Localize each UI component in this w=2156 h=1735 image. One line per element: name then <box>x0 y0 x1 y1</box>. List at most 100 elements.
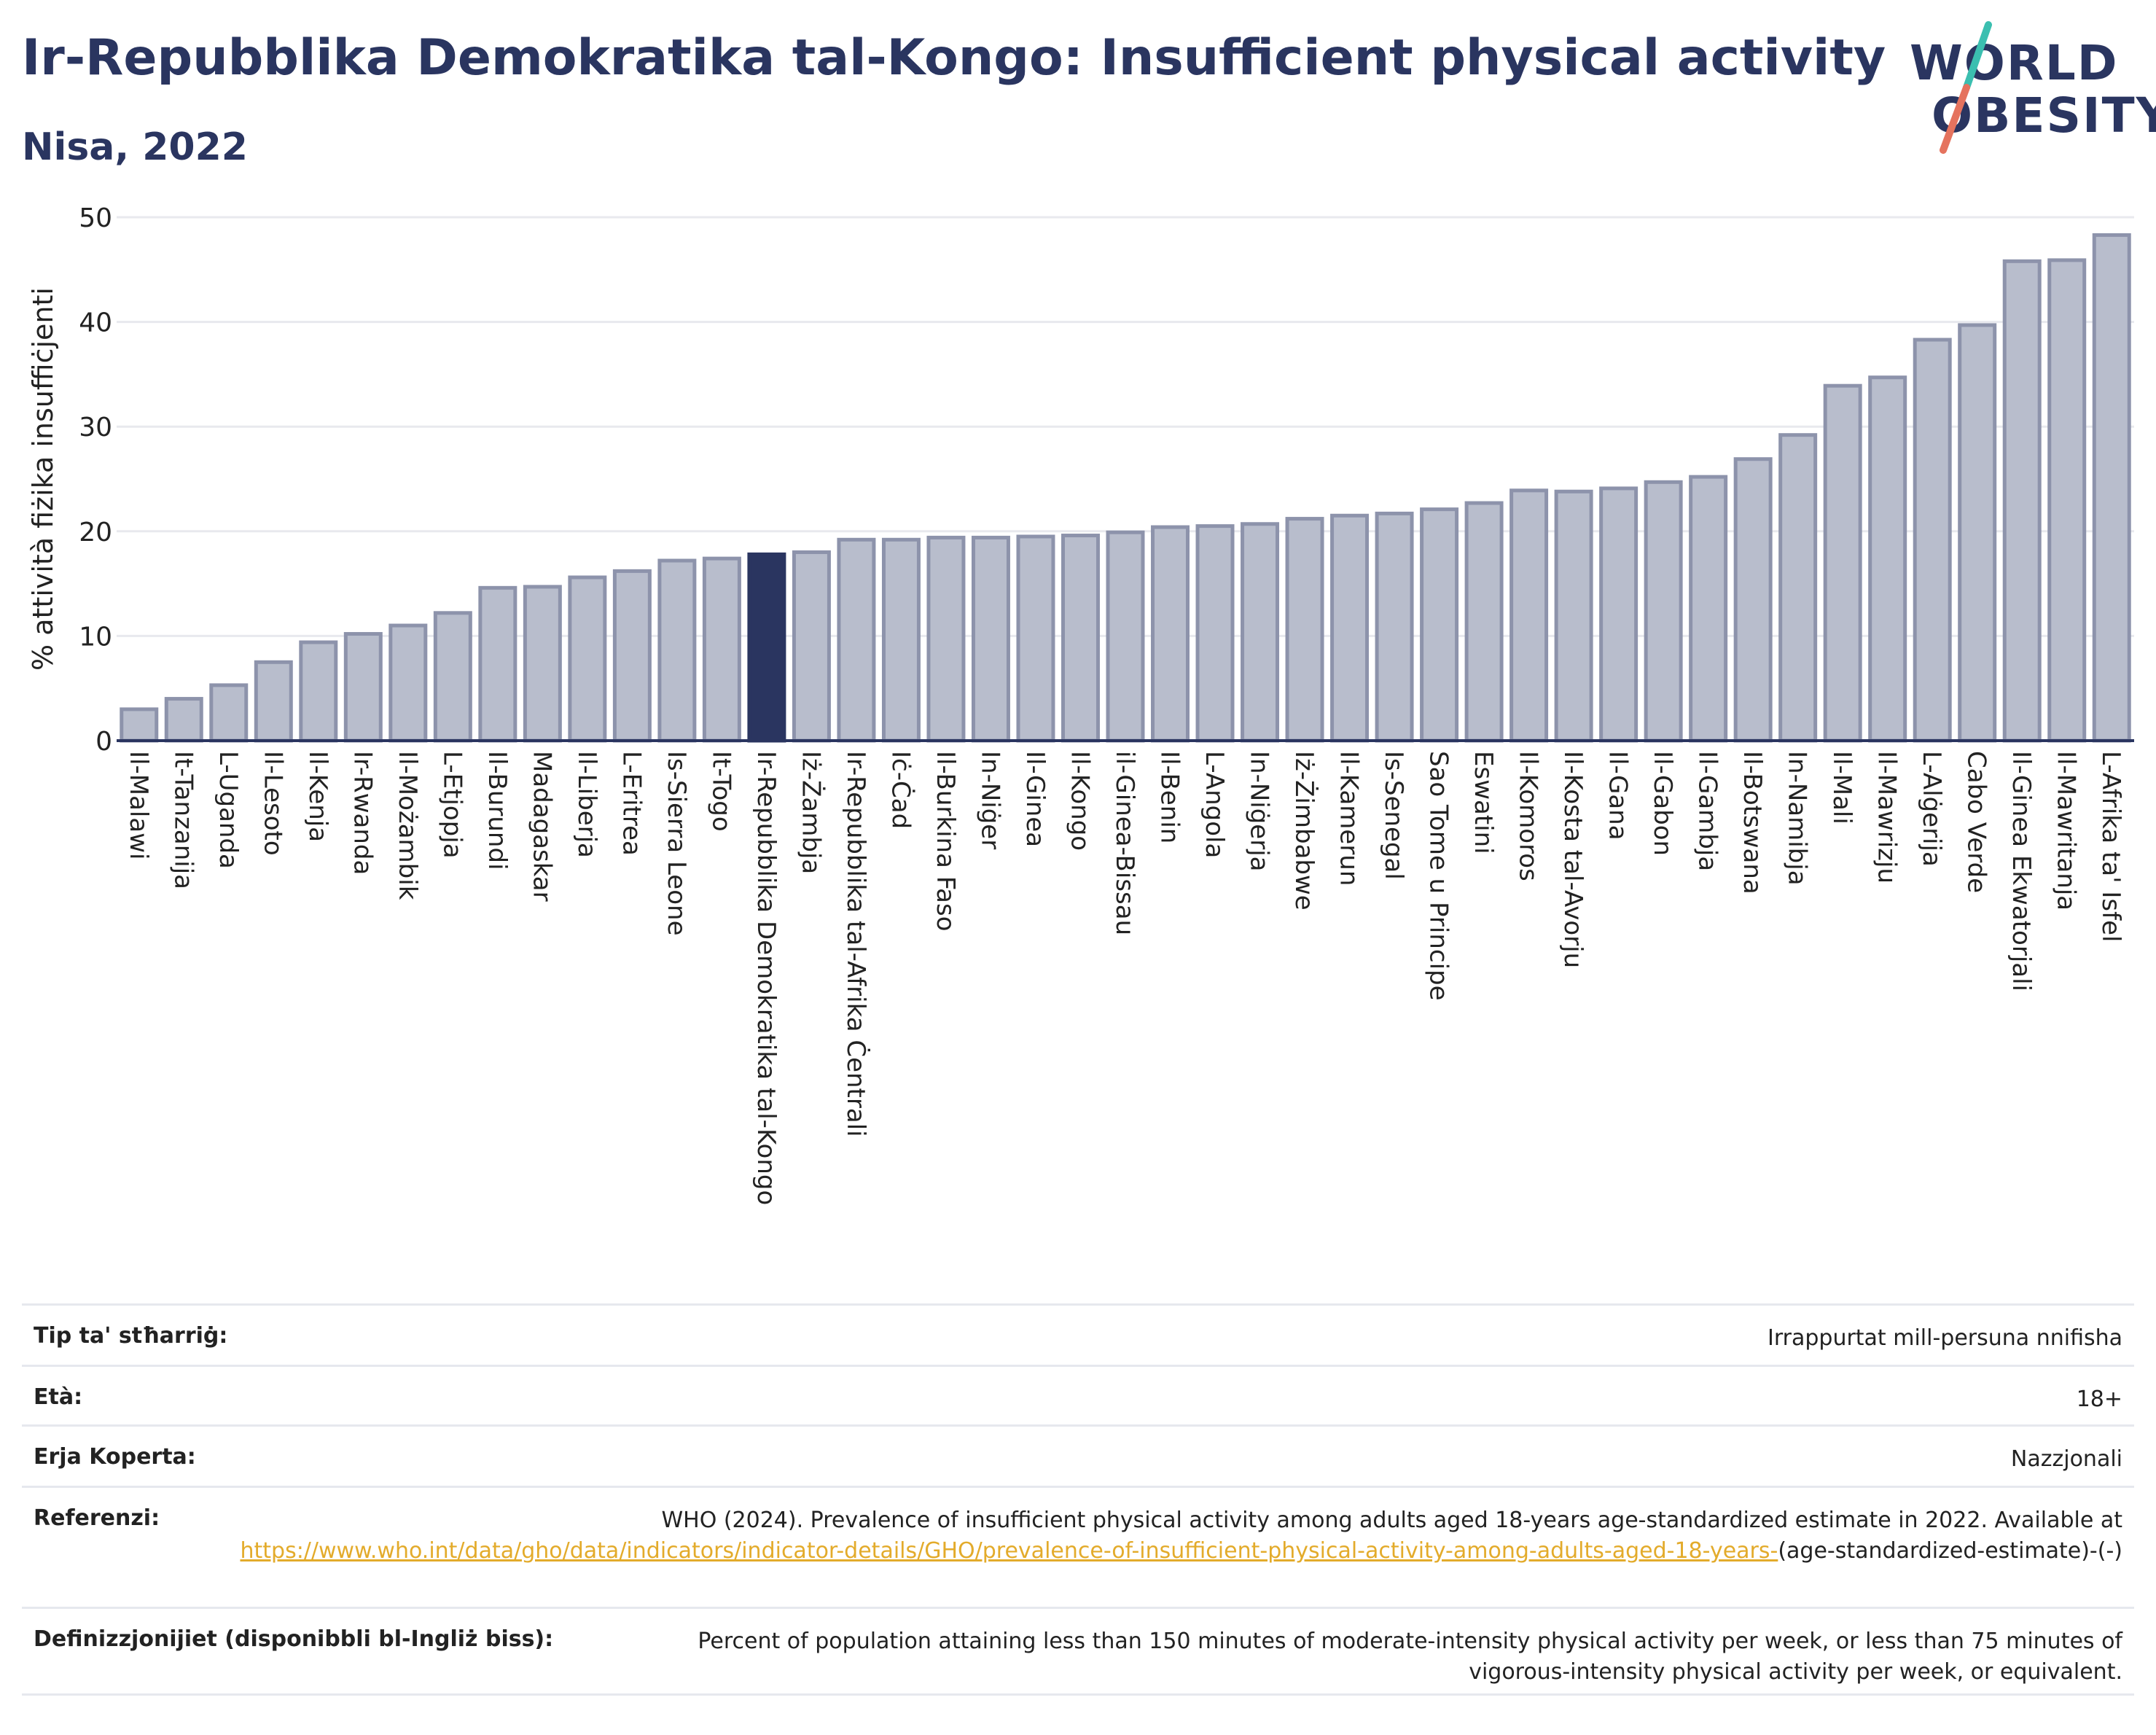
y-tick-label: 0 <box>95 727 112 757</box>
x-tick-label: Il-Kongo <box>1065 751 1094 851</box>
bar <box>120 707 159 743</box>
x-tick-label: Il-Komoros <box>1514 751 1543 881</box>
reference-link[interactable]: https://www.who.int/data/gho/data/indica… <box>240 1538 1778 1564</box>
chart-title: Ir-Repubblika Demokratika tal-Kongo: Ins… <box>22 29 1886 87</box>
bar <box>1509 488 1549 743</box>
bar <box>2002 259 2042 743</box>
bar <box>2047 258 2087 743</box>
age-value: 18+ <box>2076 1387 2122 1412</box>
bar <box>523 585 562 743</box>
bar <box>747 552 786 743</box>
x-tick-label: Il-Kenja <box>303 751 332 842</box>
bar <box>1420 507 1459 743</box>
bar <box>1016 534 1055 743</box>
x-tick-label: Is-Sierra Leone <box>662 751 691 936</box>
x-tick-label: Ir-Repubblika Demokratika tal-Kongo <box>751 751 781 1205</box>
x-tick-label: Il-Mali <box>1827 751 1856 824</box>
bar <box>1061 534 1100 743</box>
bar <box>433 611 472 743</box>
bar <box>1464 501 1504 743</box>
bar <box>792 550 831 743</box>
logo-word-obesity: OBESITY <box>1932 87 2156 144</box>
x-tick-label: Il-Możambik <box>393 751 422 900</box>
bar <box>1285 517 1324 743</box>
chart-subtitle: Nisa, 2022 <box>22 125 248 169</box>
x-tick-label: il-Ginea-Bissau <box>1110 751 1139 935</box>
bar <box>1151 525 1190 743</box>
x-tick-label: Il-Kamerun <box>1335 751 1364 886</box>
bar <box>2092 233 2131 743</box>
x-tick-label: Ir-Repubblika tal-Afrika Ċentrali <box>841 751 871 1137</box>
definitions-label: Definizzjonijiet (disponibbli bl-Ingliż … <box>34 1626 554 1652</box>
x-tick-label: Cabo Verde <box>1962 751 1991 893</box>
meta-row-references: Referenzi: WHO (2024). Prevalence of ins… <box>22 1486 2134 1607</box>
bar <box>478 585 517 743</box>
x-tick-label: Sao Tome u Principe <box>1424 751 1453 1001</box>
x-tick-label: Iż-Żambja <box>796 751 825 874</box>
survey-type-value: Irrappurtat mill-persuna nnifisha <box>1767 1325 2122 1351</box>
reference-tail: (age-standardized-estimate)-(-) <box>1778 1538 2122 1564</box>
x-tick-label: Eswatini <box>1469 751 1498 854</box>
bar <box>1375 511 1414 743</box>
bar <box>1958 323 1997 743</box>
logo-word-world: WORLD <box>1910 35 2119 91</box>
bar <box>612 569 652 743</box>
bar <box>1823 383 1862 743</box>
bar <box>1241 522 1280 743</box>
area-value: Nazzjonali <box>2010 1446 2122 1472</box>
x-tick-label: In-Niġer <box>975 751 1004 849</box>
bar <box>164 697 203 743</box>
bar-chart: 0 10 20 30 40 50 % attività fiżika insuffiċjen… <box>27 203 2134 1205</box>
bar <box>1868 375 1907 743</box>
bar <box>388 623 428 743</box>
y-tick-label: 10 <box>79 622 112 652</box>
x-tick-label: L-Etjopja <box>437 751 466 859</box>
x-tick-label: Il-Malawi <box>124 751 153 859</box>
bar <box>926 535 966 743</box>
meta-row-area: Erja Koperta: Nazzjonali <box>22 1424 2134 1486</box>
x-tick-label: Il-Gabon <box>1648 751 1677 856</box>
x-tick-label: L-Alġerija <box>1917 751 1946 867</box>
x-tick-label: In-Namibja <box>1783 751 1812 886</box>
x-tick-label: Il-Gambja <box>1693 751 1722 871</box>
bar <box>1913 338 1952 743</box>
bar <box>1330 513 1370 743</box>
bar <box>568 575 607 743</box>
x-tick-label: Il-Ginea Ekwatorjali <box>2007 751 2036 991</box>
definitions-value: Percent of population attaining less tha… <box>698 1629 2122 1685</box>
bar <box>1733 457 1773 743</box>
world-obesity-logo: WORLD OBESITY <box>1902 20 2156 159</box>
y-tick-label: 50 <box>79 203 112 233</box>
y-tick-label: 30 <box>79 413 112 442</box>
x-tick-label: Il-Botswana <box>1738 751 1767 894</box>
metadata-table: Tip ta' stħarriġ: Irrappurtat mill-persu… <box>22 1303 2134 1696</box>
survey-type-label: Tip ta' stħarriġ: <box>34 1323 228 1349</box>
meta-row-definitions: Definizzjonijiet (disponibbli bl-Ingliż … <box>22 1607 2134 1696</box>
bar <box>881 537 921 743</box>
x-tick-label: Il-Gana <box>1604 751 1633 841</box>
x-tick-label: Iċ-Ċad <box>886 751 915 829</box>
bar <box>657 558 697 743</box>
meta-row-survey: Tip ta' stħarriġ: Irrappurtat mill-persu… <box>22 1303 2134 1365</box>
y-tick-label: 40 <box>79 308 112 338</box>
x-tick-label: Il-Benin <box>1155 751 1184 843</box>
bar <box>1778 433 1818 743</box>
x-tick-label: Il-Kosta tal-Avorju <box>1558 751 1587 968</box>
age-label: Età: <box>34 1384 83 1410</box>
x-tick-label: Madagaskar <box>527 751 556 902</box>
x-tick-label: Il-Lesoto <box>258 751 287 856</box>
x-tick-label: Il-Mawritanja <box>2052 751 2081 911</box>
meta-row-age: Età: 18+ <box>22 1365 2134 1424</box>
x-tick-label: Iż-Żimbabwe <box>1289 751 1319 911</box>
x-tick-label: Il-Mawrizju <box>1872 751 1902 884</box>
x-tick-label: L-Eritrea <box>617 751 646 856</box>
bar <box>1195 524 1235 743</box>
x-tick-label: Il-Liberja <box>572 751 601 858</box>
bar <box>1554 489 1593 743</box>
bar <box>209 683 249 743</box>
y-axis-title: % attività fiżika insuffiċjenti <box>27 287 59 671</box>
x-tick-label: It-Tanzanija <box>168 751 198 889</box>
x-tick-label: It-Togo <box>706 751 735 832</box>
x-tick-label: In-Niġerja <box>1245 751 1274 871</box>
x-tick-label: L-Angola <box>1200 751 1229 858</box>
